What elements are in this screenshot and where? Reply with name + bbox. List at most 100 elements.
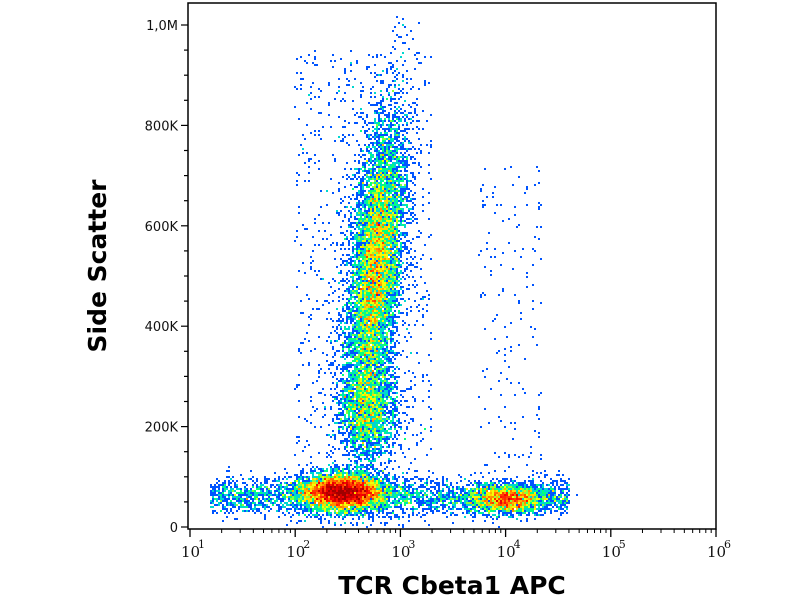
- density-cell: [364, 326, 366, 328]
- density-cell: [364, 272, 366, 274]
- density-cell: [386, 344, 388, 346]
- density-cell: [342, 278, 344, 280]
- density-cell: [322, 510, 324, 512]
- density-cell: [354, 474, 356, 476]
- density-cell: [326, 318, 328, 320]
- density-cell: [372, 168, 374, 170]
- density-cell: [362, 236, 364, 238]
- density-cell: [534, 504, 536, 506]
- density-cell: [322, 478, 324, 480]
- density-cell: [412, 216, 414, 218]
- density-cell: [356, 504, 358, 506]
- density-cell: [362, 278, 364, 280]
- density-cell: [372, 390, 374, 392]
- density-cell: [388, 480, 390, 482]
- density-cell: [330, 408, 332, 410]
- density-cell: [384, 214, 386, 216]
- density-cell: [366, 172, 368, 174]
- density-cell: [384, 452, 386, 454]
- density-cell: [392, 496, 394, 498]
- density-cell: [382, 234, 384, 236]
- density-cell: [360, 482, 362, 484]
- density-cell: [366, 210, 368, 212]
- density-cell: [344, 506, 346, 508]
- density-cell: [356, 406, 358, 408]
- density-cell: [386, 224, 388, 226]
- density-cell: [360, 396, 362, 398]
- density-cell: [364, 346, 366, 348]
- density-cell: [360, 214, 362, 216]
- density-cell: [366, 340, 368, 342]
- density-cell: [354, 482, 356, 484]
- density-cell: [406, 212, 408, 214]
- density-cell: [396, 190, 398, 192]
- density-cell: [360, 204, 362, 206]
- density-cell: [356, 436, 358, 438]
- density-cell: [400, 220, 402, 222]
- density-cell: [296, 480, 298, 482]
- density-cell: [368, 482, 370, 484]
- density-cell: [372, 324, 374, 326]
- density-cell: [390, 174, 392, 176]
- density-cell: [348, 210, 350, 212]
- density-cell: [478, 484, 480, 486]
- density-cell: [414, 508, 416, 510]
- density-cell: [406, 176, 408, 178]
- density-cell: [386, 356, 388, 358]
- density-cell: [376, 508, 378, 510]
- density-cell: [406, 218, 408, 220]
- density-cell: [388, 274, 390, 276]
- density-cell: [388, 116, 390, 118]
- density-cell: [386, 310, 388, 312]
- density-cell: [392, 202, 394, 204]
- density-cell: [368, 286, 370, 288]
- density-cell: [360, 218, 362, 220]
- density-cell: [366, 376, 368, 378]
- density-cell: [300, 488, 302, 490]
- density-cell: [376, 414, 378, 416]
- density-cell: [380, 400, 382, 402]
- density-cell: [348, 390, 350, 392]
- density-cell: [348, 270, 350, 272]
- density-cell: [390, 260, 392, 262]
- density-cell: [356, 376, 358, 378]
- density-cell: [322, 470, 324, 472]
- density-cell: [332, 478, 334, 480]
- density-cell: [390, 104, 392, 106]
- density-cell: [356, 464, 358, 466]
- density-cell: [330, 492, 332, 494]
- density-cell: [378, 502, 380, 504]
- density-cell: [370, 262, 372, 264]
- density-cell: [364, 236, 366, 238]
- density-cell: [228, 512, 230, 514]
- density-cell: [344, 328, 346, 330]
- density-cell: [378, 488, 380, 490]
- density-cell: [374, 374, 376, 376]
- density-cell: [362, 288, 364, 290]
- density-cell: [388, 190, 390, 192]
- density-cell: [362, 382, 364, 384]
- density-cell: [368, 220, 370, 222]
- density-cell: [396, 206, 398, 208]
- density-cell: [374, 160, 376, 162]
- density-cell: [472, 492, 474, 494]
- density-cell: [364, 392, 366, 394]
- density-cell: [268, 478, 270, 480]
- density-cell: [352, 350, 354, 352]
- density-cell: [374, 480, 376, 482]
- density-cell: [374, 92, 376, 94]
- density-cell: [224, 500, 226, 502]
- density-cell: [346, 370, 348, 372]
- density-cell: [376, 276, 378, 278]
- density-cell: [394, 106, 396, 108]
- density-cell: [348, 310, 350, 312]
- density-cell: [320, 478, 322, 480]
- density-cell: [382, 232, 384, 234]
- density-cells: [210, 16, 578, 528]
- density-cell: [368, 434, 370, 436]
- density-cell: [402, 232, 404, 234]
- density-cell: [394, 354, 396, 356]
- density-cell: [382, 374, 384, 376]
- density-cell: [380, 484, 382, 486]
- density-cell: [376, 104, 378, 106]
